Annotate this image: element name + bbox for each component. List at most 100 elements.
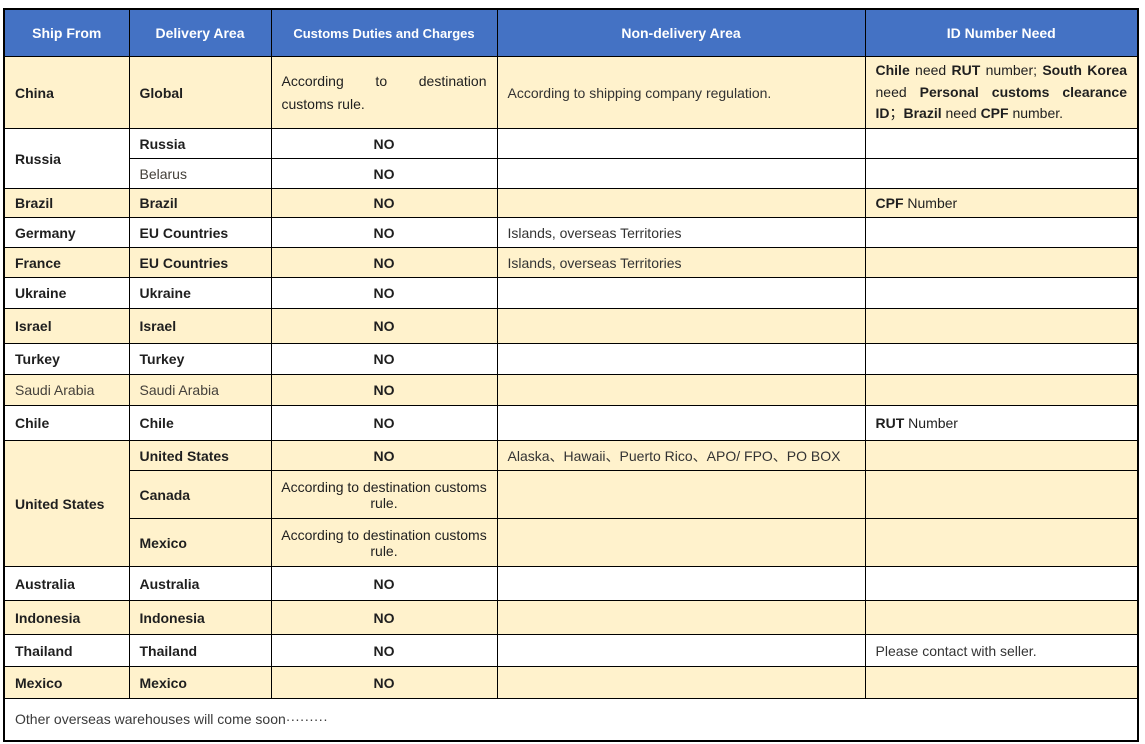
cell-customs-duties: NO: [270, 277, 498, 310]
cell-id-number-need: [864, 277, 1139, 310]
cell-customs-duties: NO: [270, 247, 498, 279]
table-row: Indonesia Indonesia NO: [3, 600, 1139, 636]
cell-ship-from: Mexico: [3, 666, 130, 700]
cell-customs-duties: According to destination customs rule.: [270, 518, 498, 568]
table-row: Thailand Thailand NO Please contact with se…: [3, 634, 1139, 668]
header-id-number-need: ID Number Need: [864, 8, 1139, 57]
cell-id-number-need: [864, 600, 1139, 636]
table-row: Ukraine Ukraine NO: [3, 277, 1139, 310]
cell-customs-duties: NO: [270, 343, 498, 376]
cell-delivery-area: Russia: [128, 128, 272, 160]
table-body: China Global According to destination cust…: [3, 55, 1139, 742]
cell-id-number-need: [864, 247, 1139, 279]
cell-non-delivery-area: [496, 374, 866, 407]
cell-ship-from: Australia: [3, 566, 130, 602]
cell-non-delivery-area: Islands, overseas Territories: [496, 247, 866, 279]
cell-ship-from: United States: [3, 440, 130, 568]
cell-delivery-area: Canada: [128, 470, 272, 520]
cell-delivery-area: Australia: [128, 566, 272, 602]
table-row: United States United States NO Alaska、Hawai…: [3, 440, 1139, 568]
cell-non-delivery-area: [496, 128, 866, 160]
text-segment: RUT: [951, 62, 981, 78]
table-row: Russia Russia NO: [3, 128, 1139, 190]
text-segment: CPF: [980, 105, 1009, 122]
cell-id-number-need: [864, 158, 1139, 190]
cell-customs-duties: According to destination customs rule.: [270, 470, 498, 520]
cell-non-delivery-area: Islands, overseas Territories: [496, 217, 866, 249]
cell-customs-duties: NO: [270, 666, 498, 700]
cell-id-number-need: RUT Number: [864, 405, 1139, 442]
cell-ship-from: Thailand: [3, 634, 130, 668]
table-row: Brazil Brazil NO CPF Number: [3, 188, 1139, 219]
cell-id-number-need: [864, 128, 1139, 160]
cell-ship-from: Russia: [3, 128, 130, 190]
table-row: Belarus NO: [4, 158, 1139, 190]
cell-delivery-area: Chile: [128, 405, 272, 442]
cell-id-number-need: [864, 566, 1139, 602]
text-segment: need: [909, 62, 952, 78]
text-segment: Number: [904, 415, 958, 432]
cell-id-number-need: [864, 343, 1139, 376]
cell-non-delivery-area: [496, 666, 866, 700]
cell-delivery-area: Global: [128, 55, 272, 130]
cell-delivery-area: Brazil: [128, 188, 272, 219]
cell-non-delivery-area: [496, 343, 866, 376]
cell-id-number-need: [864, 518, 1139, 568]
table-row: Chile Chile NO RUT Number: [3, 405, 1139, 442]
cell-customs-duties: NO: [270, 217, 498, 249]
cell-non-delivery-area: [496, 277, 866, 310]
table-row: Saudi Arabia Saudi Arabia NO: [3, 374, 1139, 407]
table-row: Mexico According to destination customs r…: [4, 518, 1139, 568]
cell-ship-from: Indonesia: [3, 600, 130, 636]
header-customs-duties: Customs Duties and Charges: [270, 8, 498, 57]
cell-customs-duties: NO: [270, 308, 498, 345]
cell-id-number-need: Chile need RUT number; South Korea need …: [864, 55, 1139, 130]
cell-customs-duties: NO: [270, 158, 498, 190]
cell-non-delivery-area: [496, 158, 866, 190]
cell-non-delivery-area: [496, 518, 866, 568]
table-row: Australia Australia NO: [3, 566, 1139, 602]
cell-delivery-area: Turkey: [128, 343, 272, 376]
text-segment: RUT: [875, 415, 905, 432]
cell-non-delivery-area: [496, 308, 866, 345]
cell-id-number-need: [864, 470, 1139, 520]
cell-id-number-need: [864, 666, 1139, 700]
cell-delivery-area: EU Countries: [128, 217, 272, 249]
cell-ship-from: Saudi Arabia: [3, 374, 130, 407]
table-row: France EU Countries NO Islands, overseas Te…: [3, 247, 1139, 279]
text-segment: ；: [889, 105, 904, 122]
shipping-table: Ship From Delivery Area Customs Duties and…: [3, 8, 1139, 742]
table-row: China Global According to destination cust…: [3, 55, 1139, 130]
cell-delivery-area: Israel: [128, 308, 272, 345]
cell-customs-duties: NO: [270, 600, 498, 636]
cell-non-delivery-area: [496, 405, 866, 442]
header-delivery-area: Delivery Area: [128, 8, 272, 57]
cell-non-delivery-area: [496, 634, 866, 668]
text-segment: need: [875, 83, 920, 100]
cell-ship-from: Germany: [3, 217, 130, 249]
table-row: Israel Israel NO: [3, 308, 1139, 345]
cell-delivery-area: Mexico: [128, 666, 272, 700]
cell-customs-duties: NO: [270, 634, 498, 668]
cell-delivery-area: Saudi Arabia: [128, 374, 272, 407]
text-segment: number;: [980, 62, 1043, 78]
cell-delivery-area: Belarus: [128, 158, 272, 190]
cell-id-number-need: Please contact with seller.: [864, 634, 1139, 668]
cell-customs-duties: NO: [270, 128, 498, 160]
text-segment: Personal customs clearance ID: [875, 83, 1127, 122]
text-segment: need: [941, 105, 981, 122]
cell-id-number-need: [864, 374, 1139, 407]
cell-customs-duties: NO: [270, 405, 498, 442]
table-row: Turkey Turkey NO: [3, 343, 1139, 376]
cell-customs-duties: NO: [270, 188, 498, 219]
cell-non-delivery-area: [496, 188, 866, 219]
header-ship-from: Ship From: [3, 8, 130, 57]
text-segment: CPF: [875, 195, 904, 212]
cell-id-number-need: [864, 217, 1139, 249]
cell-customs-duties: NO: [270, 566, 498, 602]
header-non-delivery-area: Non-delivery Area: [496, 8, 866, 57]
text-segment: Number: [903, 195, 958, 212]
header-row: Ship From Delivery Area Customs Duties and…: [3, 8, 1139, 57]
text-segment: Brazil: [903, 105, 942, 122]
